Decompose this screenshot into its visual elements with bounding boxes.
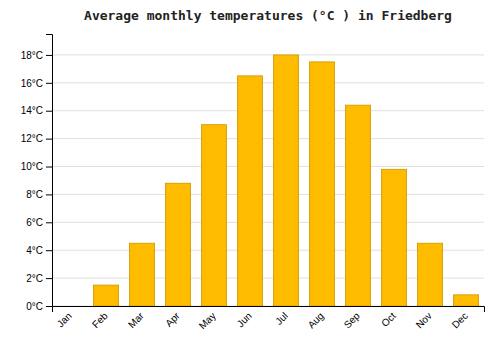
y-tick-mark <box>46 55 52 56</box>
plot: 0°C 2°C 4°C 6°C 8°C 10°C 12°C 14°C 16°C 18°C Jan Fe… <box>21 35 485 332</box>
x-tick-label: Apr <box>163 310 182 329</box>
x-tick: Dec <box>450 310 470 330</box>
x-tick-label: Oct <box>379 310 398 329</box>
y-tick-mark <box>46 250 52 251</box>
y-tick-label: 0°C <box>26 301 43 312</box>
x-tick-label: Jan <box>55 310 74 329</box>
bar <box>453 295 478 306</box>
x-tick-label: Mar <box>126 310 146 330</box>
y-tick: 14°C <box>21 105 52 116</box>
grid-line <box>52 194 484 195</box>
x-tick: Apr <box>163 310 182 329</box>
y-tick-mark <box>46 278 52 279</box>
x-tick: Jul <box>273 310 290 327</box>
x-tick: Oct <box>379 310 398 329</box>
bar <box>309 62 334 306</box>
y-tick: 8°C <box>26 189 52 200</box>
x-tick: Feb <box>90 310 110 330</box>
grid-line <box>52 222 484 223</box>
grid-line <box>52 82 484 83</box>
bar <box>381 169 406 306</box>
y-tick: 4°C <box>26 245 52 256</box>
y-tick-label: 4°C <box>26 245 43 256</box>
x-axis-line <box>53 307 485 313</box>
grid-line <box>52 110 484 111</box>
title: Average monthly temperatures (°C ) in Fr… <box>84 8 452 23</box>
bar <box>165 183 190 306</box>
y-axis-line <box>46 35 53 307</box>
x-tick: Nov <box>414 310 434 330</box>
grid-line <box>52 166 484 167</box>
y-tick: 2°C <box>26 273 52 284</box>
y-tick-mark <box>46 139 52 140</box>
x-tick: Mar <box>126 310 146 330</box>
y-tick: 6°C <box>26 217 52 228</box>
bar <box>273 55 298 306</box>
bars <box>93 55 478 306</box>
x-tick-label: Nov <box>414 310 434 330</box>
y-tick: 10°C <box>21 161 52 172</box>
y-tick-label: 12°C <box>21 133 43 144</box>
x-tick: May <box>197 310 218 331</box>
y-tick-label: 6°C <box>26 217 43 228</box>
y-tick-mark <box>46 306 52 307</box>
y-tick: 16°C <box>21 78 52 89</box>
y-tick-mark <box>46 83 52 84</box>
x-tick-label: Aug <box>306 310 326 330</box>
bar <box>345 105 370 306</box>
y-tick-label: 18°C <box>21 50 43 61</box>
x-tick: Aug <box>306 310 326 330</box>
y-axis: 0°C 2°C 4°C 6°C 8°C 10°C 12°C 14°C 16°C 18°C <box>21 35 53 312</box>
x-tick-label: Jul <box>273 310 290 327</box>
y-tick-label: 16°C <box>21 78 43 89</box>
y-tick-label: 14°C <box>21 105 43 116</box>
x-tick: Jun <box>235 310 254 329</box>
bar <box>201 125 226 306</box>
y-tick-label: 10°C <box>21 161 43 172</box>
bar <box>417 243 442 306</box>
x-tick-label: May <box>197 310 218 331</box>
x-axis: Jan Feb Mar Apr May Jun Jul Aug Sep Oct Nov Dec <box>53 307 485 332</box>
y-tick-mark <box>46 167 52 168</box>
y-tick-mark <box>46 111 52 112</box>
x-tick: Jan <box>55 310 74 329</box>
bar <box>57 306 82 307</box>
y-tick: 18°C <box>21 50 52 61</box>
grid <box>52 55 484 306</box>
x-tick-label: Jun <box>235 310 254 329</box>
y-tick-label: 2°C <box>26 273 43 284</box>
chart: 0°C 2°C 4°C 6°C 8°C 10°C 12°C 14°C 16°C 18°C Jan Fe… <box>0 0 500 350</box>
x-tick-label: Sep <box>342 310 363 331</box>
x-tick: Sep <box>342 310 363 331</box>
grid-line <box>52 138 484 139</box>
bar <box>237 76 262 306</box>
x-tick-label: Dec <box>450 310 470 330</box>
bar <box>129 243 154 306</box>
bar <box>93 285 118 306</box>
y-tick-label: 8°C <box>26 189 43 200</box>
x-tick-label: Feb <box>90 310 110 330</box>
y-tick-mark <box>46 222 52 223</box>
y-tick: 0°C <box>26 301 52 312</box>
grid-line <box>52 54 484 55</box>
y-tick: 12°C <box>21 133 52 144</box>
y-tick-mark <box>46 194 52 195</box>
